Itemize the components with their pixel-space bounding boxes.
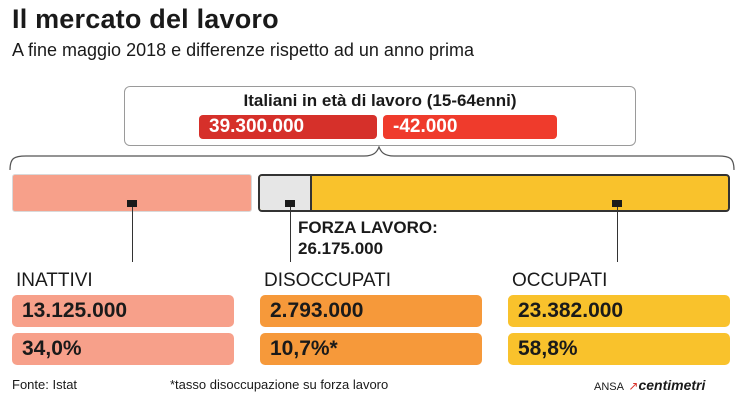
forza-lavoro-value: 26.175.000 bbox=[298, 239, 384, 258]
inattivi-leader-line bbox=[132, 207, 133, 262]
inattivi-label: INATTIVI bbox=[16, 270, 93, 291]
population-box: Italiani in età di lavoro (15-64enni) 39… bbox=[124, 86, 636, 146]
disoccupati-value: 2.793.000 bbox=[260, 295, 482, 327]
disoccupati-marker bbox=[285, 200, 295, 207]
inattivi-value: 13.125.000 bbox=[12, 295, 234, 327]
disoccupati-label: DISOCCUPATI bbox=[264, 270, 392, 291]
source-note: Fonte: Istat bbox=[12, 377, 78, 392]
page-title: Il mercato del lavoro bbox=[12, 4, 279, 34]
occupati-percent: 58,8% bbox=[508, 333, 730, 365]
page-subtitle: A fine maggio 2018 e differenze rispetto… bbox=[12, 40, 474, 60]
forza-lavoro-title: FORZA LAVORO: bbox=[298, 218, 438, 237]
occupati-value: 23.382.000 bbox=[508, 295, 730, 327]
disoccupati-percent: 10,7%* bbox=[260, 333, 482, 365]
brace-connector bbox=[9, 146, 735, 171]
centimetri-credit: centimetri bbox=[638, 377, 706, 393]
ansa-credit: ANSA bbox=[594, 381, 624, 393]
population-label: Italiani in età di lavoro (15-64enni) bbox=[243, 91, 517, 110]
population-value: 39.300.000 bbox=[199, 115, 377, 139]
inattivi-marker bbox=[127, 200, 137, 207]
population-change: -42.000 bbox=[383, 115, 557, 139]
occupati-marker bbox=[612, 200, 622, 207]
credit-logo: ANSA ↗centimetri bbox=[594, 377, 705, 395]
footnote: *tasso disoccupazione su forza lavoro bbox=[170, 377, 389, 392]
inattivi-percent: 34,0% bbox=[12, 333, 234, 365]
occupati-leader-line bbox=[617, 207, 618, 262]
forza-lavoro-bar bbox=[258, 174, 730, 212]
forza-lavoro-label: FORZA LAVORO: 26.175.000 bbox=[298, 217, 438, 259]
occupati-label: OCCUPATI bbox=[512, 270, 608, 291]
arrow-icon: ↗ bbox=[628, 379, 639, 393]
disoccupati-leader-line bbox=[290, 207, 291, 262]
